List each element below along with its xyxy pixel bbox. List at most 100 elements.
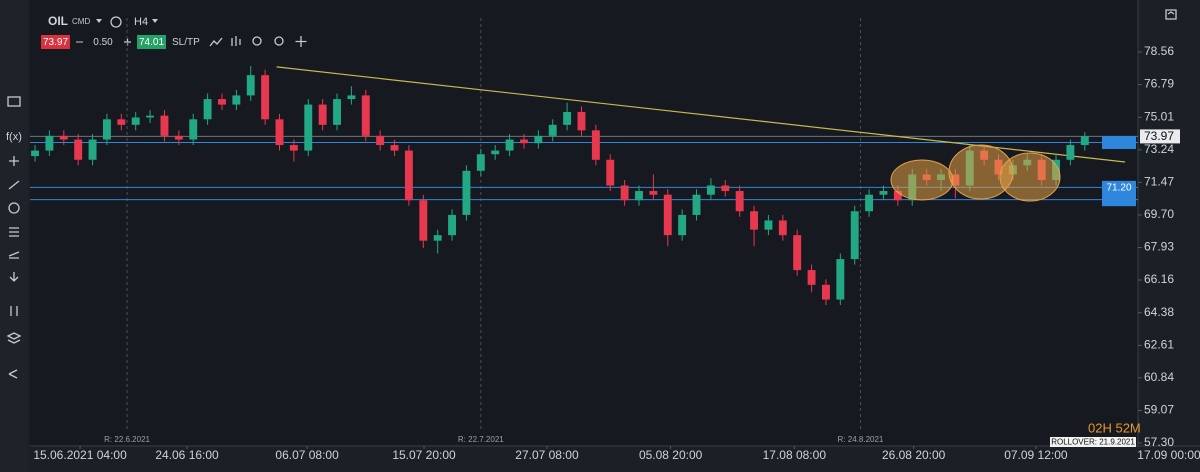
candle-body <box>807 270 816 285</box>
timeframe[interactable]: H4 <box>134 16 148 28</box>
indicator-button[interactable]: f(x) <box>6 131 22 143</box>
y-tick-label: 66.16 <box>1144 272 1174 286</box>
y-tick-label: 71.47 <box>1144 175 1174 189</box>
candle-body <box>45 135 54 151</box>
bid[interactable]: 73.97 <box>43 37 68 48</box>
y-tick-label: 76.79 <box>1144 77 1174 91</box>
candle-icon[interactable] <box>231 36 241 46</box>
symbol[interactable]: OIL <box>48 14 68 28</box>
candle-body <box>189 119 198 140</box>
buy-button[interactable] <box>137 35 166 49</box>
candle-body <box>764 220 773 230</box>
candle-body <box>318 104 327 125</box>
x-tick-label: 07.09 12:00 <box>1004 448 1068 462</box>
x-tick-label: 06.07 08:00 <box>275 448 339 462</box>
candle-body <box>376 135 385 146</box>
sell-button[interactable] <box>41 35 70 49</box>
crosshair-icon[interactable] <box>9 156 19 166</box>
candle-body <box>160 115 169 136</box>
candle-body <box>74 139 83 160</box>
candle-body <box>31 150 39 157</box>
candle-body <box>246 75 255 96</box>
x-tick-label: 15.07 20:00 <box>392 448 456 462</box>
candle-body <box>1066 145 1075 160</box>
info-icon[interactable] <box>110 16 122 28</box>
sidebar-icon[interactable] <box>7 96 21 107</box>
pan-icon[interactable] <box>295 36 307 47</box>
rollover-label: R: 24.8.2021 <box>838 435 884 444</box>
candle-body <box>275 119 284 146</box>
candle-body <box>404 150 413 201</box>
zoom-in[interactable] <box>274 36 284 46</box>
level-badge <box>1102 180 1136 194</box>
candle-body <box>146 115 155 118</box>
candle-body <box>390 145 399 151</box>
candle-body <box>304 104 313 151</box>
pattern-icon[interactable] <box>8 251 20 259</box>
plot-area <box>30 0 1138 446</box>
rollover-badge <box>1050 437 1136 447</box>
dropdown[interactable] <box>96 19 102 23</box>
zoom-out[interactable] <box>252 36 262 46</box>
x-tick-label: 05.08 20:00 <box>639 448 703 462</box>
candle-body <box>520 139 528 144</box>
candle-body <box>649 191 658 195</box>
line-icon[interactable] <box>209 37 223 47</box>
candle-body <box>203 99 212 120</box>
candle-body <box>750 211 759 230</box>
shape-icon[interactable] <box>8 202 20 214</box>
candle-body <box>1080 136 1089 146</box>
candle-body <box>347 95 356 100</box>
candle-body <box>88 139 97 160</box>
candle-body <box>778 220 787 236</box>
y-tick-label: 69.70 <box>1144 207 1174 221</box>
candle-body <box>548 124 557 136</box>
current-price-badge <box>1140 129 1180 144</box>
draw-icon[interactable] <box>8 180 20 190</box>
y-tick-label: 67.93 <box>1144 240 1174 254</box>
rollover-label: R: 22.6.2021 <box>104 435 150 444</box>
compare-icon[interactable] <box>10 306 18 316</box>
candle-body <box>289 145 298 151</box>
fib-icon[interactable] <box>9 227 19 237</box>
candle-body <box>361 95 370 136</box>
highlight <box>999 152 1061 202</box>
layers-icon[interactable] <box>6 332 22 344</box>
level-badge <box>1102 135 1136 149</box>
candle-body <box>836 259 845 300</box>
x-tick-label: 24.06 16:00 <box>155 448 219 462</box>
ask[interactable]: 74.01 <box>139 37 164 48</box>
candle-body <box>663 194 672 236</box>
candle-body <box>59 135 68 140</box>
candle-body <box>333 99 341 125</box>
candle-body <box>735 191 744 212</box>
down-icon[interactable] <box>9 272 19 282</box>
candle-body <box>879 191 888 195</box>
current-price-label: 73.97 <box>1144 129 1174 143</box>
candle-body <box>534 135 543 144</box>
candle-body <box>620 185 629 201</box>
y-tick-label: 73.24 <box>1144 142 1174 156</box>
candle-body <box>102 119 111 140</box>
level-label: 71.20 <box>1106 182 1131 193</box>
dropdown[interactable] <box>152 19 158 23</box>
highlight <box>890 159 954 201</box>
candle-body <box>419 200 428 241</box>
candle-body <box>706 185 715 195</box>
candle-body <box>433 235 442 241</box>
level-badge <box>1102 193 1136 207</box>
highlight-group <box>890 144 1061 202</box>
sl-tp[interactable]: SL/TP <box>172 37 200 48</box>
y-tick-label: 64.38 <box>1144 305 1174 319</box>
candle-body <box>232 95 241 105</box>
x-tick-label: 17.08 08:00 <box>763 448 827 462</box>
candle-body <box>591 130 600 160</box>
candle-body <box>850 211 859 260</box>
share-icon[interactable] <box>8 369 18 379</box>
candle-body <box>476 154 485 171</box>
market: CMD <box>72 17 90 26</box>
rollover-label: R: 22.7.2021 <box>458 435 504 444</box>
candle-body <box>893 191 902 201</box>
window-icon[interactable] <box>1165 9 1177 20</box>
